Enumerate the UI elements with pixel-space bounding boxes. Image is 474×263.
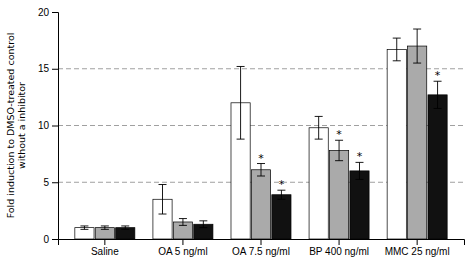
error-bar	[277, 190, 285, 199]
x-tick-mark	[104, 239, 105, 245]
x-tick-label: Saline	[91, 246, 119, 257]
error-bar	[199, 221, 207, 228]
x-tick-mark	[339, 239, 340, 245]
error-bar	[355, 162, 363, 179]
x-tick-label: OA 5 ng/ml	[158, 246, 207, 257]
error-bar	[413, 29, 421, 63]
y-tick-mark	[52, 182, 58, 183]
marks	[75, 29, 447, 239]
plot: Saline OA 5 ng/ml OA 7.5 ng/ml BP 400 ng/ml…	[38, 7, 465, 257]
bar	[408, 46, 427, 239]
y-tick: 0	[43, 234, 58, 245]
error-bar	[80, 226, 88, 229]
error-bar	[237, 66, 245, 139]
error-bar	[179, 219, 187, 226]
y-tick: 20	[38, 7, 58, 18]
bar	[387, 49, 406, 239]
annotations: * * * * *	[258, 69, 441, 191]
chart: Saline OA 5 ng/ml OA 7.5 ng/ml BP 400 ng/ml…	[0, 0, 474, 263]
annotation: *	[435, 69, 441, 82]
y-tick-mark	[52, 126, 58, 127]
annotation: *	[357, 150, 363, 163]
bar	[251, 170, 270, 239]
series	[116, 81, 447, 239]
y-tick-mark	[52, 239, 58, 240]
error-bar	[335, 140, 343, 160]
y-tick-label: 5	[43, 177, 49, 188]
y-tick-mark	[52, 69, 58, 70]
x-tick: OA 5 ng/ml	[158, 239, 207, 257]
bar	[350, 171, 369, 239]
x-tick: OA 7.5 ng/ml	[232, 239, 290, 257]
x-axis-line	[59, 240, 465, 246]
x-tick: MMC 25 ng/ml	[385, 239, 450, 257]
y-axis-title: Fold induction to DMSO-treated controlwi…	[5, 33, 27, 219]
x-axis: Saline OA 5 ng/ml OA 7.5 ng/ml BP 400 ng/ml…	[59, 239, 465, 257]
error-bar	[101, 226, 109, 229]
x-tick-mark	[417, 239, 418, 245]
annotation: *	[279, 178, 285, 191]
y-tick: 10	[38, 120, 58, 131]
error-bar	[257, 164, 265, 176]
x-tick: Saline	[91, 239, 119, 257]
error-bar	[121, 226, 129, 229]
bar	[272, 195, 291, 239]
series	[75, 38, 406, 239]
y-tick-mark	[52, 12, 58, 13]
x-tick-mark	[261, 239, 262, 245]
bar	[329, 150, 348, 239]
error-bar	[159, 185, 167, 215]
y-tick-label: 0	[43, 234, 49, 245]
x-tick-label: MMC 25 ng/ml	[385, 246, 450, 257]
y-tick: 5	[43, 177, 58, 188]
x-tick: BP 400 ng/ml	[309, 239, 369, 257]
annotation: *	[258, 152, 264, 165]
x-tick-mark	[182, 239, 183, 245]
y-tick-label: 10	[38, 120, 50, 131]
annotation: *	[336, 128, 342, 141]
error-bar	[315, 116, 323, 139]
error-bar	[393, 38, 401, 61]
x-tick-label: BP 400 ng/ml	[309, 246, 369, 257]
bar	[428, 95, 447, 239]
error-bar	[434, 81, 442, 108]
series	[95, 29, 426, 239]
bar	[309, 128, 328, 239]
y-axis: 0 5 10 15 20	[38, 7, 59, 245]
y-tick-label: 15	[38, 63, 50, 74]
x-tick-label: OA 7.5 ng/ml	[232, 246, 290, 257]
y-tick-label: 20	[38, 7, 50, 18]
y-tick: 15	[38, 63, 58, 74]
y-axis-line	[52, 13, 59, 240]
